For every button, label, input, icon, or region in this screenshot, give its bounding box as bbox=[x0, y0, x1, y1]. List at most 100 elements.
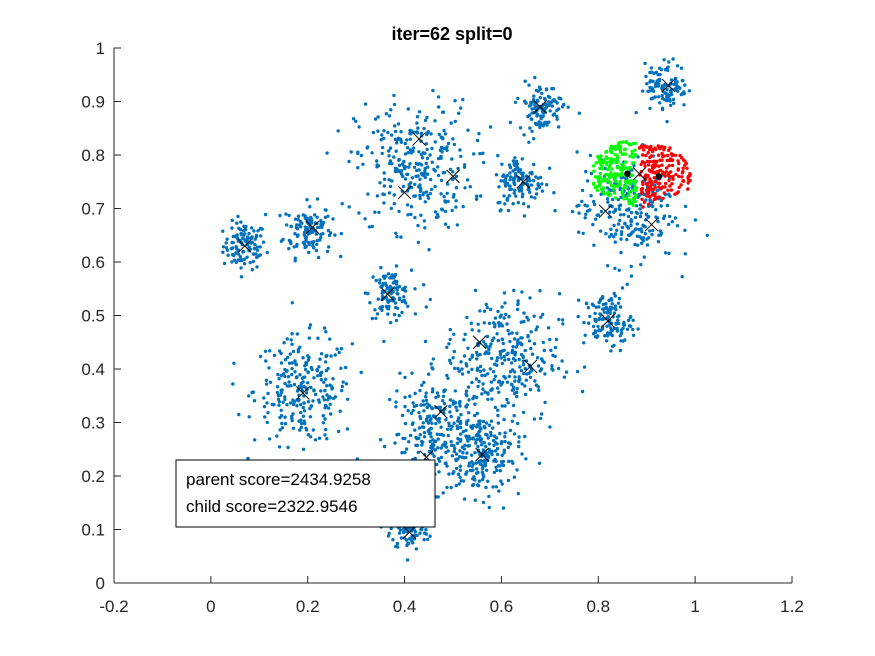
data-point bbox=[359, 153, 364, 158]
data-point bbox=[666, 188, 670, 192]
data-point bbox=[375, 165, 379, 169]
data-point bbox=[500, 461, 504, 465]
data-point bbox=[635, 204, 639, 208]
data-point bbox=[514, 159, 519, 164]
data-point bbox=[467, 464, 471, 468]
data-point bbox=[610, 197, 615, 202]
data-point bbox=[442, 128, 446, 133]
data-point bbox=[356, 150, 360, 154]
data-point bbox=[458, 399, 462, 404]
data-point bbox=[295, 223, 299, 227]
data-point bbox=[640, 153, 645, 157]
data-point bbox=[456, 419, 460, 423]
data-point bbox=[490, 452, 494, 457]
data-point bbox=[290, 332, 294, 336]
data-point bbox=[474, 461, 478, 465]
data-point bbox=[234, 245, 238, 249]
data-point bbox=[627, 233, 632, 238]
data-point bbox=[247, 415, 251, 419]
data-point bbox=[380, 151, 384, 156]
data-point bbox=[265, 420, 269, 425]
data-point bbox=[505, 322, 509, 326]
data-point bbox=[645, 82, 649, 86]
centroid-marker bbox=[598, 204, 613, 219]
data-point bbox=[316, 374, 320, 378]
data-point bbox=[609, 332, 613, 336]
data-point bbox=[421, 440, 425, 444]
data-point bbox=[665, 119, 669, 124]
data-point bbox=[482, 475, 486, 479]
data-point bbox=[457, 369, 461, 373]
data-point bbox=[456, 166, 460, 171]
data-point bbox=[523, 392, 528, 397]
data-point bbox=[519, 352, 524, 357]
data-point bbox=[394, 149, 398, 153]
data-point bbox=[418, 186, 423, 190]
data-point bbox=[668, 158, 672, 163]
data-point bbox=[515, 307, 520, 312]
data-point bbox=[618, 334, 622, 338]
data-point bbox=[425, 147, 429, 152]
data-point bbox=[530, 107, 534, 111]
data-point bbox=[240, 258, 244, 263]
data-point bbox=[533, 75, 537, 80]
data-point bbox=[241, 233, 246, 237]
data-point bbox=[436, 156, 441, 161]
data-point bbox=[370, 316, 374, 321]
data-point bbox=[454, 405, 458, 409]
data-point bbox=[657, 164, 661, 168]
data-point bbox=[541, 312, 545, 317]
data-point bbox=[328, 396, 333, 400]
data-point bbox=[667, 222, 671, 227]
data-point bbox=[255, 245, 259, 249]
data-point bbox=[513, 182, 517, 187]
centroid-marker bbox=[446, 169, 460, 184]
data-point bbox=[387, 178, 391, 182]
data-point bbox=[456, 472, 461, 476]
data-point bbox=[422, 191, 426, 195]
data-point bbox=[416, 240, 421, 245]
data-point bbox=[387, 191, 392, 195]
data-point bbox=[520, 195, 525, 199]
data-point bbox=[477, 459, 482, 463]
data-point bbox=[306, 370, 310, 375]
data-point bbox=[290, 342, 294, 346]
data-point bbox=[547, 103, 551, 108]
data-point bbox=[516, 421, 520, 426]
data-point bbox=[431, 387, 435, 391]
data-point bbox=[539, 412, 544, 416]
data-point bbox=[293, 217, 298, 221]
data-point bbox=[278, 393, 282, 397]
data-point bbox=[638, 214, 643, 219]
data-point bbox=[492, 443, 496, 448]
data-point bbox=[279, 408, 283, 412]
data-point bbox=[490, 426, 495, 430]
cluster-3-points bbox=[363, 264, 426, 344]
data-point bbox=[443, 209, 448, 214]
data-point bbox=[451, 471, 455, 476]
data-point bbox=[518, 189, 522, 193]
data-point bbox=[301, 380, 305, 384]
data-point bbox=[475, 138, 480, 143]
data-point bbox=[656, 73, 660, 77]
data-point bbox=[507, 441, 511, 445]
data-point bbox=[462, 354, 467, 358]
data-point bbox=[515, 386, 519, 391]
data-point bbox=[580, 199, 584, 204]
data-point bbox=[239, 220, 243, 224]
data-point bbox=[398, 371, 402, 375]
data-point bbox=[486, 397, 490, 402]
data-point bbox=[305, 228, 310, 232]
data-point bbox=[624, 152, 628, 156]
data-point bbox=[553, 345, 558, 350]
data-point bbox=[470, 367, 474, 372]
data-point bbox=[618, 305, 623, 309]
data-point bbox=[650, 232, 654, 237]
data-point bbox=[399, 536, 404, 540]
data-point bbox=[577, 211, 581, 215]
data-point bbox=[660, 93, 664, 98]
data-point bbox=[634, 227, 638, 231]
data-point bbox=[382, 177, 387, 181]
data-point bbox=[439, 145, 444, 150]
data-point bbox=[523, 366, 527, 371]
